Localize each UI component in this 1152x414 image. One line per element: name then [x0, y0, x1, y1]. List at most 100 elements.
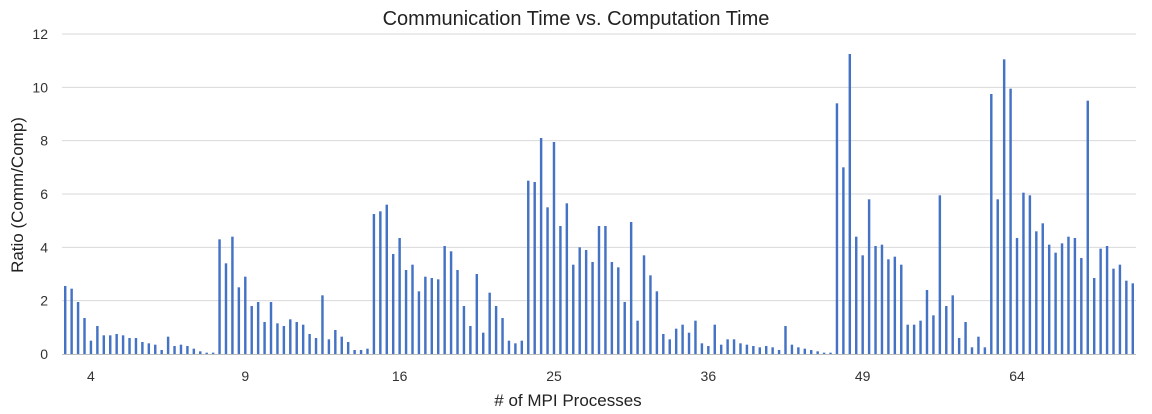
bar: [919, 320, 922, 354]
bar: [687, 332, 691, 354]
bar: [160, 350, 163, 354]
bar: [681, 324, 684, 354]
y-tick-label: 10: [32, 79, 48, 95]
bar: [488, 292, 491, 354]
bar: [462, 306, 466, 354]
bar: [353, 350, 356, 354]
bar: [932, 315, 935, 354]
x-tick-label: 9: [241, 368, 249, 384]
bar: [977, 336, 980, 354]
bar: [1002, 59, 1006, 354]
bar: [874, 246, 877, 354]
bar: [199, 351, 202, 354]
bar: [867, 199, 871, 354]
bar: [121, 335, 125, 354]
bar: [552, 142, 556, 354]
bar: [385, 204, 388, 354]
bar: [96, 326, 99, 354]
bar: [379, 211, 382, 354]
x-axis-title: # of MPI Processes: [494, 391, 641, 410]
bar: [443, 246, 446, 354]
bar: [327, 339, 331, 354]
bar: [514, 343, 517, 354]
bar: [475, 274, 479, 354]
bar: [237, 287, 241, 354]
x-tick-label: 16: [392, 368, 408, 384]
y-axis-ticks: 0 2 4 6 8 10 12: [32, 26, 48, 362]
bar: [469, 326, 472, 354]
bar: [482, 332, 485, 354]
bar: [983, 347, 987, 354]
y-tick-label: 6: [40, 186, 48, 202]
bar: [295, 322, 298, 354]
bar: [784, 326, 787, 354]
bar: [211, 352, 215, 354]
bar: [1092, 278, 1096, 354]
bar: [694, 320, 697, 354]
bar: [404, 270, 408, 354]
x-tick-label: 4: [87, 368, 95, 384]
bar: [829, 352, 832, 354]
bar: [1047, 244, 1051, 354]
bar: [321, 295, 324, 354]
bar: [391, 254, 395, 354]
bar: [507, 340, 511, 354]
bar: [700, 343, 704, 354]
bar: [218, 239, 221, 354]
bar: [1041, 223, 1044, 354]
bar: [713, 324, 716, 354]
bar: [668, 339, 671, 354]
bar: [398, 238, 401, 354]
bar: [1028, 195, 1032, 354]
bar: [649, 275, 652, 354]
bar: [707, 346, 710, 354]
gridlines: [62, 33, 1136, 302]
bar: [263, 322, 266, 354]
bar: [417, 291, 421, 354]
bar: [797, 347, 800, 354]
chart-title: Communication Time vs. Computation Time: [383, 8, 770, 30]
bar: [301, 324, 305, 354]
bar: [880, 244, 884, 354]
bar: [790, 344, 794, 354]
bar: [308, 334, 311, 354]
bar: [739, 343, 742, 354]
bar: [752, 346, 755, 354]
bar: [70, 288, 73, 354]
bar: [623, 302, 626, 354]
bar: [186, 346, 189, 354]
bar: [887, 259, 890, 354]
y-tick-label: 8: [40, 133, 48, 149]
bar: [539, 138, 543, 354]
bar: [855, 236, 858, 354]
bar: [430, 278, 434, 354]
bar: [912, 324, 916, 354]
bar: [250, 306, 253, 354]
bar: [192, 348, 196, 354]
bar: [996, 199, 999, 354]
bar: [951, 295, 954, 354]
bar: [578, 247, 581, 354]
bar: [822, 352, 826, 354]
bar: [89, 340, 93, 354]
bar: [346, 342, 350, 354]
bar: [128, 338, 131, 354]
bar: [63, 286, 67, 354]
x-tick-label: 36: [701, 368, 717, 384]
bar: [893, 256, 897, 354]
bar: [597, 226, 601, 354]
bar: [527, 180, 530, 354]
bar: [115, 334, 118, 354]
bar: [166, 336, 170, 354]
x-tick-label: 49: [855, 368, 871, 384]
bar: [848, 54, 852, 354]
bar: [655, 291, 659, 354]
bar: [1009, 88, 1012, 355]
bar: [771, 347, 774, 354]
bar: [764, 346, 768, 354]
bar: [1054, 252, 1057, 354]
bar: [835, 103, 839, 354]
bar: [449, 251, 453, 354]
bar: [861, 255, 864, 354]
bar: [173, 346, 176, 354]
